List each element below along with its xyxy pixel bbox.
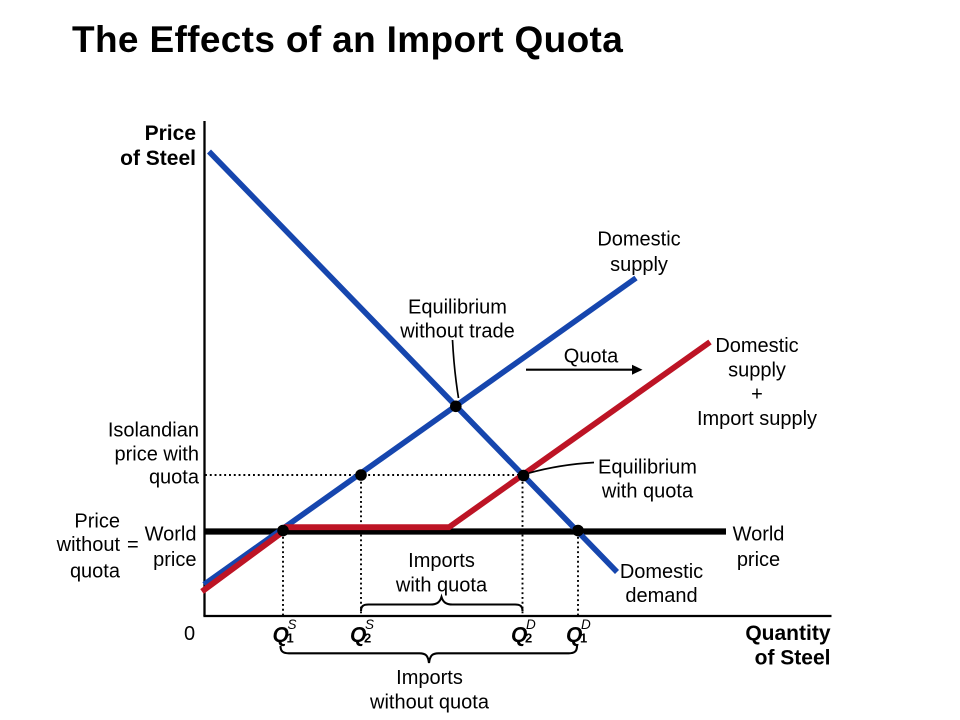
svg-text:D: D — [581, 617, 591, 632]
svg-text:without quota: without quota — [369, 692, 490, 714]
svg-text:Domestic: Domestic — [620, 561, 703, 583]
svg-text:of Steel: of Steel — [120, 147, 196, 170]
svg-text:2: 2 — [364, 631, 371, 646]
svg-text:without: without — [56, 534, 121, 556]
svg-text:1: 1 — [580, 631, 587, 646]
svg-text:price with: price with — [115, 444, 199, 466]
svg-text:Q: Q — [350, 624, 366, 647]
svg-text:Price: Price — [145, 122, 196, 145]
svg-text:World: World — [733, 524, 785, 546]
svg-text:price: price — [153, 549, 196, 571]
svg-text:Domestic: Domestic — [715, 335, 798, 357]
svg-text:Quota: Quota — [564, 345, 619, 367]
svg-text:quota: quota — [149, 467, 200, 489]
svg-text:Q: Q — [511, 624, 527, 647]
svg-text:2: 2 — [525, 631, 532, 646]
svg-text:Quantity: Quantity — [745, 622, 830, 645]
svg-text:0: 0 — [184, 623, 195, 645]
svg-text:Imports: Imports — [408, 550, 475, 572]
svg-text:Domestic: Domestic — [597, 229, 680, 251]
svg-text:price: price — [737, 549, 780, 571]
svg-text:with quota: with quota — [601, 481, 694, 503]
svg-text:demand: demand — [625, 585, 697, 607]
svg-text:supply: supply — [728, 359, 786, 381]
svg-text:Imports: Imports — [396, 667, 463, 689]
svg-text:Equilibrium: Equilibrium — [598, 457, 697, 479]
svg-text:with quota: with quota — [395, 575, 488, 597]
svg-text:Isolandian: Isolandian — [108, 420, 199, 442]
svg-text:=: = — [127, 534, 139, 556]
svg-text:World: World — [145, 524, 197, 546]
svg-text:D: D — [526, 617, 536, 632]
svg-text:Price: Price — [74, 511, 120, 533]
svg-text:1: 1 — [287, 631, 294, 646]
svg-text:The Effects of an Import Quota: The Effects of an Import Quota — [72, 19, 623, 60]
svg-text:Q: Q — [566, 624, 582, 647]
svg-text:Q: Q — [273, 624, 289, 647]
svg-text:supply: supply — [610, 254, 668, 276]
svg-text:Equilibrium: Equilibrium — [408, 297, 507, 319]
svg-text:quota: quota — [70, 561, 121, 583]
svg-text:Import supply: Import supply — [697, 408, 817, 430]
svg-text:of Steel: of Steel — [755, 647, 831, 670]
svg-text:without trade: without trade — [399, 321, 515, 343]
svg-text:S: S — [365, 617, 374, 632]
svg-text:S: S — [288, 617, 297, 632]
svg-text:+: + — [751, 384, 763, 406]
